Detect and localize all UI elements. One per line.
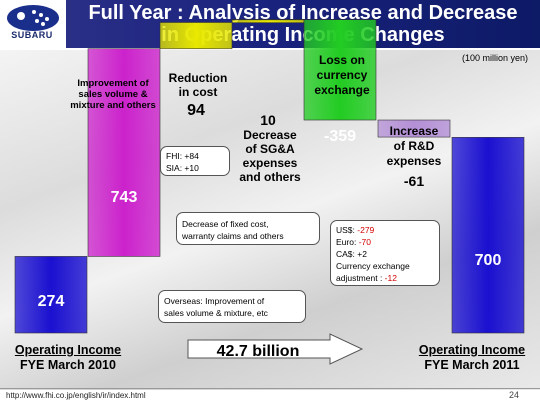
unit-note: (100 million yen) [462, 53, 529, 63]
footer-url[interactable]: http://www.fhi.co.jp/english/ir/index.ht… [6, 391, 146, 400]
value-label-sga: 10 [260, 112, 276, 128]
value-label-end: 700 [475, 252, 502, 269]
brand-name: SUBARU [11, 30, 53, 40]
caption-rnd: Increase of R&D expenses [386, 124, 442, 168]
caption-end: Operating Income FYE March 2011 [418, 343, 526, 372]
caption-cost: Reduction in cost [168, 71, 228, 99]
callout-sga-detail: Decrease of fixed cost, warranty claims … [176, 212, 320, 245]
value-label-start: 274 [38, 293, 65, 310]
bar-fx [303, 19, 377, 121]
value-label-fx: -359 [324, 128, 356, 145]
subaru-stars-icon [7, 5, 59, 31]
bar-rnd [377, 119, 451, 138]
value-label-rnd: -61 [404, 173, 424, 189]
caption-start: Operating Income FYE March 2010 [14, 343, 122, 372]
bar-cost [159, 22, 233, 50]
footer-divider [0, 388, 540, 389]
caption-sga: Decrease of SG&A expenses and others [239, 128, 301, 184]
value-label-volume: 743 [111, 189, 138, 206]
callout-fx-detail: US$: -279 Euro: -70 CA$: +2 Currency exc… [330, 220, 440, 286]
title-line-1: Full Year : Analysis of Increase and Dec… [88, 2, 518, 24]
change-arrow [187, 333, 364, 365]
subaru-logo [4, 4, 62, 46]
value-label-cost: 94 [187, 102, 205, 119]
page-number: 24 [509, 390, 520, 400]
arrow-label: 42.7 billion [217, 343, 300, 360]
caption-volume: Improvement of sales volume & mixture an… [70, 78, 156, 111]
callout-volume-detail: Overseas: Improvement of sales volume & … [158, 290, 306, 323]
caption-fx: Loss on currency exchange [314, 53, 370, 97]
bar-end [451, 137, 525, 334]
bar-volume [87, 48, 161, 257]
callout-cost-detail: FHI: +84 SIA: +10 [160, 146, 230, 176]
bar-start [14, 256, 88, 334]
